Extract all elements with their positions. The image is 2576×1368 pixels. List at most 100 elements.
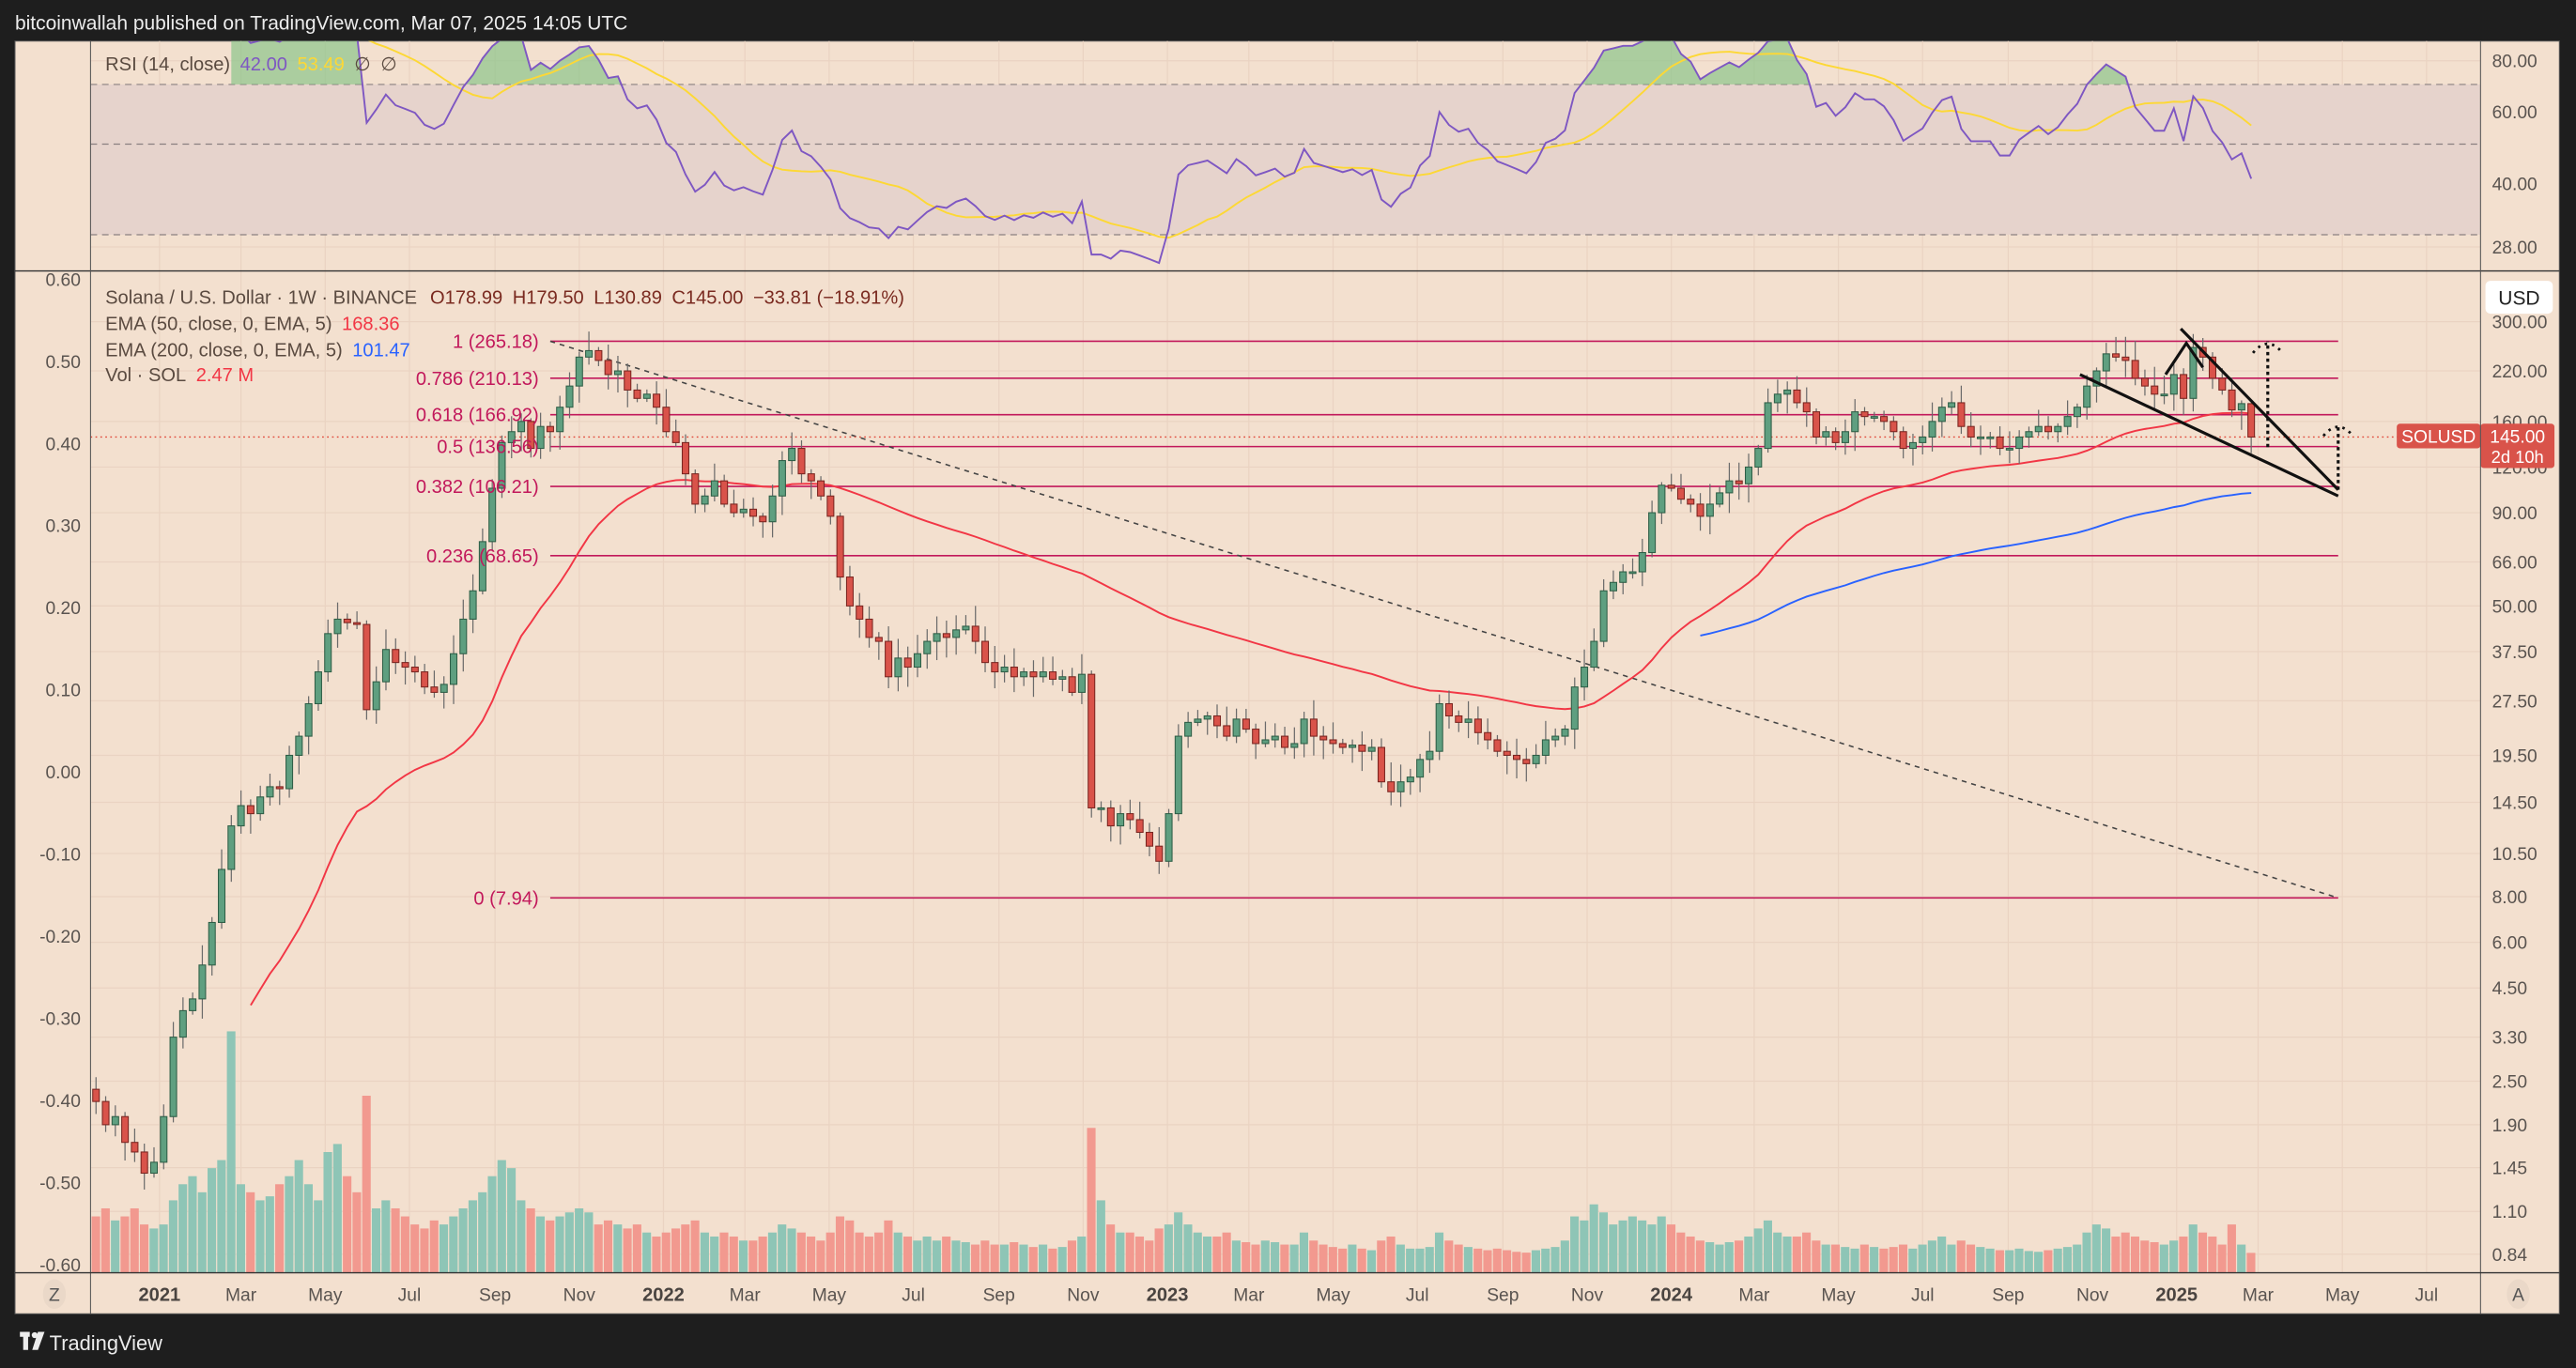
time-axis-label[interactable]: Jul [1406, 1285, 1429, 1305]
volume-bar [575, 1207, 584, 1273]
auto-scale-button[interactable]: A [2507, 1279, 2530, 1310]
volume-bar [796, 1232, 806, 1273]
svg-text:Solana / U.S. Dollar · 1W · BI: Solana / U.S. Dollar · 1W · BINANCE O178.… [105, 288, 904, 309]
left-price-axis[interactable]: 0.60 0.50 0.40 0.30 0.20 0.10 0.00 -0.10 -0.20 -0… [39, 270, 81, 1275]
candle-up [1841, 419, 1849, 455]
time-axis-label[interactable]: Jul [1911, 1285, 1935, 1305]
time-axis-label[interactable]: 2024 [1650, 1284, 1693, 1305]
volume-bar [642, 1232, 652, 1273]
candle-up [2169, 364, 2178, 411]
projection-arrow[interactable] [2321, 424, 2354, 490]
candle-body [121, 1115, 130, 1144]
peak-arrow-marker[interactable] [2164, 340, 2204, 376]
time-axis-label[interactable]: May [2325, 1285, 2360, 1305]
candle-down [817, 476, 825, 500]
volume-bar [323, 1151, 332, 1273]
volume-bar [971, 1244, 980, 1273]
volume-bar [294, 1160, 303, 1273]
time-axis-label[interactable]: Jul [398, 1285, 422, 1305]
time-axis-label[interactable]: 2021 [138, 1284, 180, 1305]
candle-body [701, 495, 709, 505]
volume-bar [2130, 1236, 2140, 1273]
wedge-lower-line[interactable] [2079, 373, 2339, 498]
volume-bar [1879, 1248, 1889, 1273]
volume-bar [1492, 1248, 1502, 1273]
candle-body [1097, 807, 1105, 810]
candle-body [1522, 759, 1531, 764]
candle-body [1194, 718, 1202, 723]
price-axis-label: 14.50 [2492, 794, 2537, 814]
candle-up [449, 635, 458, 704]
volume-bar [449, 1216, 458, 1273]
currency-button[interactable]: USD [2485, 281, 2553, 315]
candle-up [923, 629, 932, 669]
volume-bar [1908, 1248, 1918, 1273]
time-axis-label[interactable]: 2025 [2155, 1284, 2198, 1305]
time-axis-label[interactable]: 2023 [1147, 1284, 1189, 1305]
time-axis-label[interactable]: Sep [1992, 1285, 2024, 1305]
volume-bar [564, 1212, 574, 1273]
time-axis-label[interactable]: Sep [1487, 1285, 1519, 1305]
time-axis-label[interactable]: 2022 [642, 1284, 685, 1305]
candle-body [266, 786, 274, 798]
time-axis-label[interactable]: May [812, 1285, 847, 1305]
wedge-upper-line[interactable] [2180, 328, 2339, 491]
candle-up [2102, 343, 2110, 386]
log-scale-left-button[interactable]: Z [42, 1279, 67, 1310]
volume-bar [1560, 1240, 1569, 1273]
candle-down [874, 632, 883, 660]
currency-button-label[interactable]: USD [2498, 287, 2539, 309]
volume-bar [130, 1207, 139, 1273]
time-axis-label[interactable]: Nov [563, 1285, 596, 1305]
user-drawings[interactable] [2079, 328, 2354, 498]
candle-up [2092, 367, 2101, 403]
candle-body [817, 480, 825, 497]
ema50-legend-label[interactable]: EMA (50, close, 0, EMA, 5) [105, 315, 332, 335]
candle-up [2083, 375, 2091, 420]
candle-body [1812, 411, 1821, 438]
volume-bar [1647, 1224, 1657, 1273]
tradingview-logo[interactable]: TradingView [20, 1331, 162, 1355]
auto-scale-label[interactable]: A [2512, 1285, 2524, 1305]
time-axis-label[interactable]: Jul [2415, 1285, 2439, 1305]
time-axis-label[interactable]: Mar [730, 1285, 762, 1305]
time-axis-label[interactable]: Nov [1067, 1285, 1100, 1305]
ema200-legend-label[interactable]: EMA (200, close, 0, EMA, 5) [105, 341, 343, 361]
candle-down [826, 489, 835, 525]
time-axis-label[interactable]: Nov [1571, 1285, 1604, 1305]
time-axis-label[interactable]: Jul [902, 1285, 925, 1305]
time-axis-label[interactable]: Sep [983, 1285, 1015, 1305]
fibonacci-retracement[interactable] [549, 340, 2338, 899]
time-axis-label[interactable]: Mar [2243, 1285, 2275, 1305]
candle-body [111, 1115, 119, 1126]
time-axis-label[interactable]: May [1316, 1285, 1350, 1305]
rsi-axis[interactable]: 80.00 60.00 40.00 28.00 [2492, 53, 2537, 258]
time-axis-label[interactable]: Sep [479, 1285, 511, 1305]
volume-bar [497, 1160, 506, 1273]
candle-down [691, 469, 700, 514]
time-axis-label[interactable]: Nov [2076, 1285, 2109, 1305]
time-axis-label[interactable]: Mar [225, 1285, 257, 1305]
volume-legend-label[interactable]: Vol · SOL [105, 365, 186, 386]
downtrend-line[interactable] [549, 340, 2339, 899]
price-pane[interactable]: 1 (265.18) 0.786 (210.13) 0.618 (166.92) 0.… [39, 270, 2555, 1276]
candle-up [1619, 563, 1627, 594]
time-axis-label[interactable]: May [308, 1285, 343, 1305]
volume-bar [2082, 1232, 2091, 1273]
time-axis-label[interactable]: Mar [1233, 1285, 1265, 1305]
candle-up [440, 676, 448, 709]
svg-text:EMA (200, close, 0, EMA, 5)101: EMA (200, close, 0, EMA, 5) 101.47 [105, 341, 410, 361]
volume-bar [546, 1220, 555, 1273]
volume-bar [303, 1184, 314, 1273]
left-scale-label[interactable]: Z [49, 1285, 60, 1305]
volume-bar [2073, 1244, 2082, 1273]
volume-bar [1609, 1224, 1618, 1273]
time-axis-label[interactable]: May [1821, 1285, 1856, 1305]
time-axis-label[interactable]: Mar [1738, 1285, 1770, 1305]
time-axis[interactable]: 2021 Mar May Jul Sep Nov 2022 Mar May Jul Sep Nov 20… [138, 1284, 2438, 1305]
rsi-pane[interactable]: RSI (14, close) 42.00 53.49 ∅ ∅ 80.00 60.00 40… [90, 25, 2537, 265]
projection-arrow[interactable] [2251, 341, 2284, 448]
candle-down [1126, 799, 1134, 830]
symbol-title[interactable]: Solana / U.S. Dollar · 1W · BINANCE [105, 288, 417, 309]
candle-up [1599, 578, 1608, 648]
